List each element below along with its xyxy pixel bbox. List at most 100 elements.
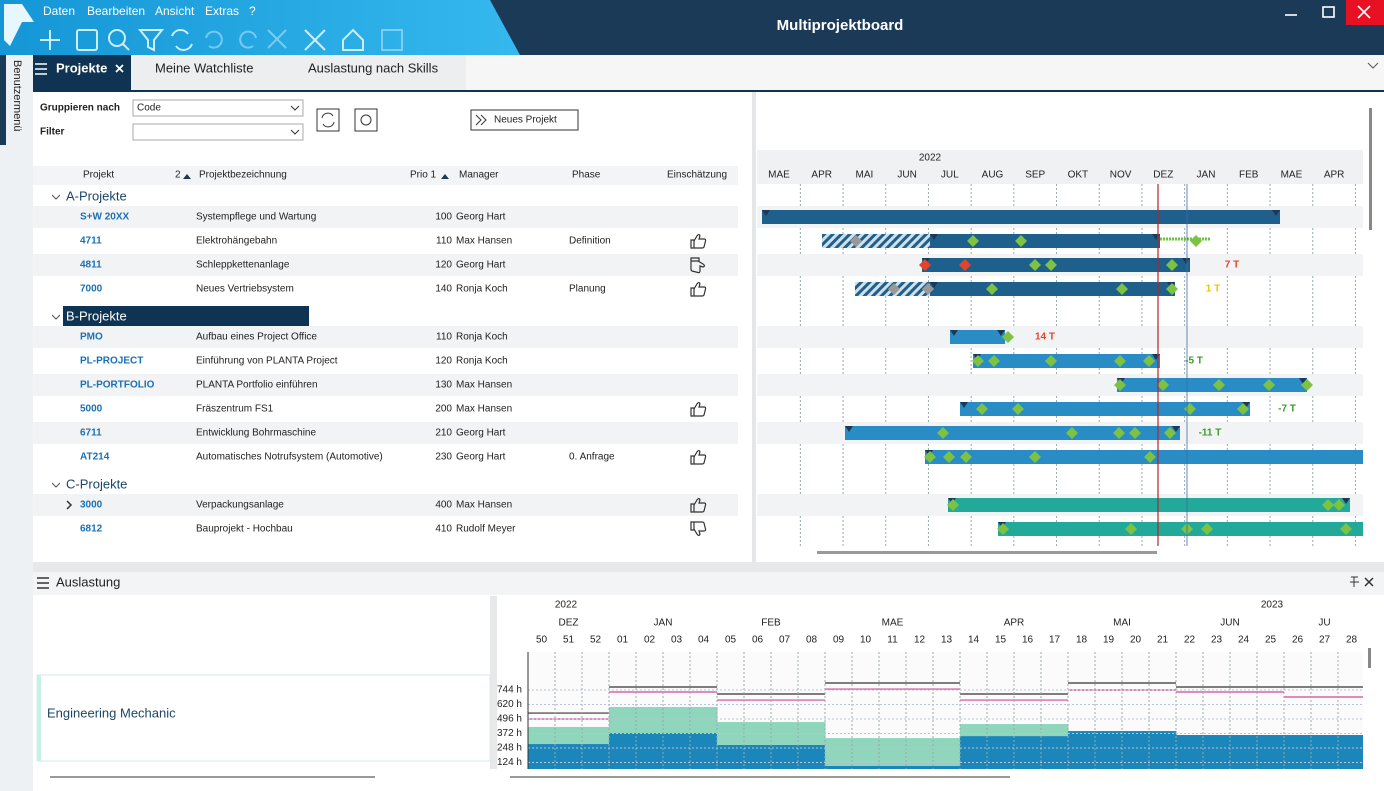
settings-button[interactable] bbox=[354, 108, 378, 132]
project-name: PLANTA Portfolio einführen bbox=[196, 380, 318, 391]
vertical-scrollbar[interactable] bbox=[1369, 108, 1372, 230]
new-project-button[interactable] bbox=[470, 109, 579, 131]
month-label: APR bbox=[1004, 618, 1025, 629]
gantt-bar[interactable] bbox=[960, 402, 1250, 416]
group-value[interactable]: Code bbox=[137, 103, 161, 114]
milestone bbox=[967, 235, 979, 247]
gantt-bar[interactable] bbox=[998, 522, 1375, 536]
group-toggle[interactable] bbox=[51, 482, 61, 488]
gantt-bar[interactable] bbox=[948, 498, 1350, 512]
sidebar bbox=[0, 55, 33, 791]
menu-item[interactable]: Ansicht bbox=[155, 4, 195, 18]
project-code[interactable]: 5000 bbox=[80, 404, 103, 415]
panel-menu[interactable] bbox=[37, 577, 49, 589]
left-scrollbar[interactable] bbox=[50, 776, 375, 778]
chart-vscroll[interactable] bbox=[1368, 648, 1371, 668]
filter-select[interactable] bbox=[132, 123, 304, 141]
milestone bbox=[976, 403, 988, 415]
milestone bbox=[1190, 235, 1202, 247]
pin-icon[interactable] bbox=[1350, 576, 1359, 587]
priority: 110 bbox=[436, 236, 452, 247]
group-toggle[interactable] bbox=[51, 194, 61, 200]
milestone bbox=[922, 283, 934, 295]
project-code[interactable]: 6711 bbox=[80, 428, 102, 439]
milestone bbox=[1113, 427, 1125, 439]
project-code[interactable]: 6812 bbox=[80, 524, 103, 535]
menu-item[interactable]: ? bbox=[249, 4, 256, 18]
column-header[interactable]: Manager bbox=[459, 170, 499, 181]
project-code[interactable]: PL-PORTFOLIO bbox=[80, 380, 155, 391]
group-name[interactable]: C-Projekte bbox=[66, 476, 127, 491]
expand-arrow[interactable] bbox=[66, 500, 73, 510]
milestone bbox=[1144, 451, 1156, 463]
maximize-button[interactable] bbox=[1322, 6, 1335, 18]
project-code[interactable]: 3000 bbox=[80, 500, 103, 511]
week-label: 22 bbox=[1184, 635, 1196, 646]
month-label: JU bbox=[1318, 618, 1330, 629]
project-code[interactable]: 7000 bbox=[80, 284, 103, 295]
tab-active[interactable] bbox=[33, 55, 131, 91]
gantt-bar[interactable] bbox=[845, 426, 1180, 440]
sidebar-label[interactable]: Benutzermenü bbox=[11, 60, 23, 132]
week-label: 16 bbox=[1022, 635, 1034, 646]
refresh-button[interactable] bbox=[316, 108, 340, 132]
project-name: Systempflege und Wartung bbox=[196, 212, 316, 223]
project-name: Einführung von PLANTA Project bbox=[196, 356, 338, 367]
project-code[interactable]: PMO bbox=[80, 332, 103, 343]
chart-scrollbar[interactable] bbox=[510, 776, 1010, 778]
project-name: Automatisches Notrufsystem (Automotive) bbox=[196, 452, 383, 463]
rating-icon bbox=[690, 257, 706, 274]
panel-header bbox=[33, 572, 1384, 595]
column-header[interactable]: Projekt bbox=[83, 170, 114, 181]
settings-icon bbox=[360, 114, 372, 126]
project-code[interactable]: PL-PROJECT bbox=[80, 356, 143, 367]
tab-menu-icon[interactable] bbox=[35, 63, 47, 75]
menu-item[interactable]: Extras bbox=[205, 4, 239, 18]
new-project-label[interactable]: Neues Projekt bbox=[494, 115, 557, 126]
column-header[interactable]: Prio 1 bbox=[410, 170, 437, 181]
rating-icon bbox=[690, 401, 707, 417]
group-name[interactable]: B-Projekte bbox=[66, 308, 127, 323]
tab-close[interactable] bbox=[115, 64, 124, 73]
column-header[interactable]: 2 bbox=[175, 170, 181, 181]
group-name[interactable]: A-Projekte bbox=[66, 188, 127, 203]
gantt-bar[interactable] bbox=[973, 354, 1160, 368]
project-code[interactable]: 4811 bbox=[80, 260, 102, 271]
group-select[interactable] bbox=[132, 99, 304, 117]
project-code[interactable]: AT214 bbox=[80, 452, 110, 463]
horizontal-scrollbar[interactable] bbox=[817, 551, 1157, 554]
load-bar bbox=[555, 726, 583, 745]
month-label: MAI bbox=[1113, 618, 1131, 629]
group-toggle[interactable] bbox=[51, 314, 61, 320]
tab[interactable]: Auslastung nach Skills bbox=[308, 60, 439, 75]
tab-dropdown[interactable] bbox=[1367, 62, 1379, 69]
column-header[interactable]: Phase bbox=[572, 170, 601, 181]
milestone bbox=[1340, 523, 1352, 535]
gantt-bar[interactable] bbox=[950, 330, 1005, 344]
resource-name[interactable]: Engineering Mechanic bbox=[47, 705, 176, 720]
project-name: Elektrohängebahn bbox=[196, 236, 277, 247]
manager: Rudolf Meyer bbox=[456, 524, 516, 535]
project-code[interactable]: 4711 bbox=[80, 236, 102, 247]
project-name: Neues Vertriebsystem bbox=[196, 284, 294, 295]
column-header[interactable]: Einschätzung bbox=[667, 170, 727, 181]
milestone bbox=[1125, 523, 1137, 535]
load-bar bbox=[879, 738, 907, 767]
menu-item[interactable]: Daten bbox=[43, 4, 75, 18]
gantt-bar[interactable] bbox=[762, 210, 1280, 224]
load-bar bbox=[609, 706, 637, 734]
week-label: 06 bbox=[752, 635, 764, 646]
tab[interactable]: Projekte bbox=[56, 60, 107, 75]
priority: 120 bbox=[435, 356, 452, 367]
project-code[interactable]: S+W 20XX bbox=[80, 212, 130, 223]
y-tick-label: 248 h bbox=[497, 743, 522, 754]
gantt-bar[interactable] bbox=[930, 234, 1160, 248]
priority: 100 bbox=[435, 212, 452, 223]
menu-item[interactable]: Bearbeiten bbox=[87, 4, 145, 18]
tab[interactable]: Meine Watchliste bbox=[155, 60, 254, 75]
gantt-bar[interactable] bbox=[1117, 378, 1307, 392]
panel-close[interactable] bbox=[1364, 577, 1374, 587]
gantt-bar[interactable] bbox=[930, 282, 1175, 296]
column-header[interactable]: Projektbezeichnung bbox=[199, 170, 287, 181]
resource-row[interactable] bbox=[36, 674, 491, 762]
